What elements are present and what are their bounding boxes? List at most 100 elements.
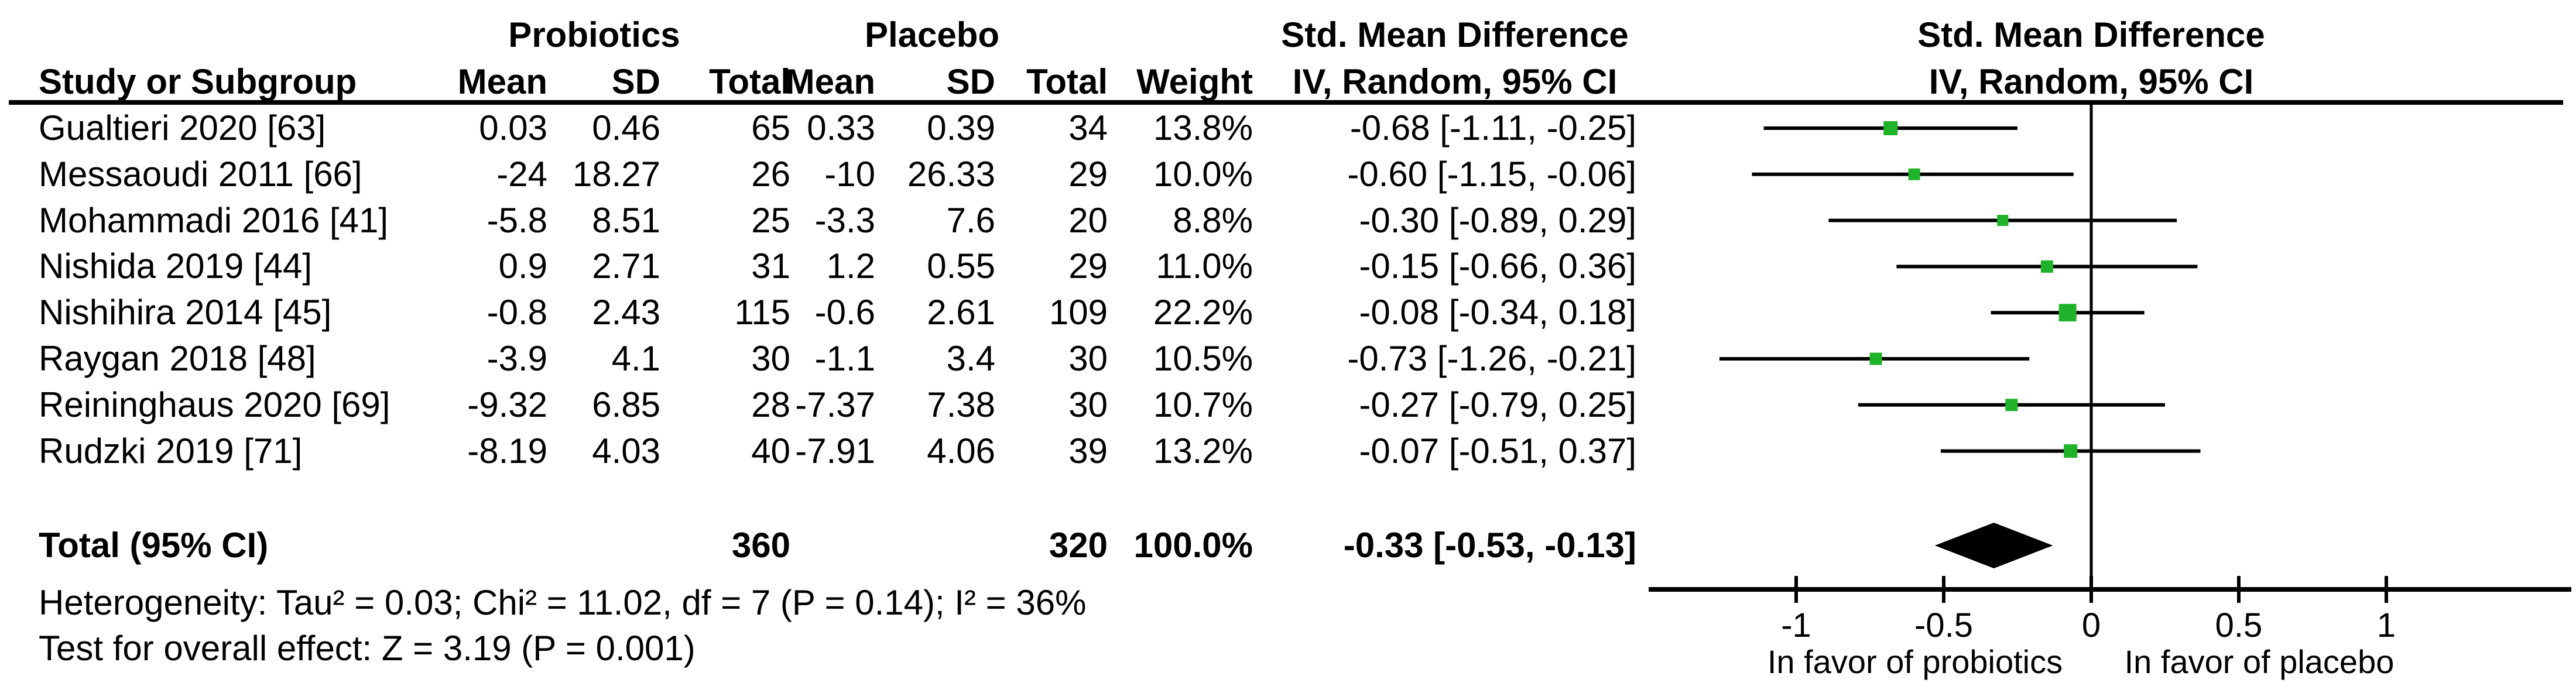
total-row: Total (95% CI) 360 320 100.0% -0.33 [-0.… [0,522,2576,569]
weight-cell: 13.8% [1153,108,1253,147]
total-n-probiotics: 360 [731,526,790,565]
ci-text-cell: -0.73 [-1.26, -0.21] [1347,339,1636,378]
study-row: Messaoudi 2011 [66] -24 18.27 26 -10 26.… [0,151,2576,198]
placebo-sd-cell: 7.6 [946,201,995,240]
study-marker [2058,304,2077,322]
probiotics-mean-cell: -3.9 [487,339,547,378]
summary-diamond [1934,523,2053,568]
placebo-group-header: Placebo [864,15,1000,54]
probiotics-total-cell: 28 [751,385,790,424]
ci-column-header: IV, Random, 95% CI [1292,62,1618,101]
total-label: Total (95% CI) [39,526,269,565]
study-row: Raygan 2018 [48] -3.9 4.1 30 -1.1 3.4 30… [0,335,2576,382]
probiotics-sd-cell: 4.03 [592,431,660,471]
weight-cell: 22.2% [1153,293,1253,332]
study-marker [2064,444,2078,458]
study-marker [1883,121,1898,135]
placebo-mean-cell: 0.33 [807,108,875,147]
study-label: Gualtieri 2020 [63] [39,108,326,147]
study-label: Reininghaus 2020 [69] [39,385,390,424]
placebo-total-cell: 20 [1068,201,1108,240]
placebo-mean-cell: -10 [824,155,875,194]
study-marker [2040,260,2053,273]
study-label: Nishida 2019 [44] [39,246,312,286]
placebo-mean-cell: 1.2 [826,246,875,286]
favor-left-label: In favor of probiotics [1767,643,2063,680]
column-header-row: Study or Subgroup Mean SD Total Mean SD … [0,59,2576,105]
weight-cell: 10.5% [1153,339,1253,378]
probiotics-total-cell: 25 [751,201,790,240]
placebo-total-cell: 30 [1068,385,1108,424]
study-marker [1908,168,1920,180]
study-row: Rudzki 2019 [71] -8.19 4.03 40 -7.91 4.0… [0,428,2576,475]
overall-effect-text: Test for overall effect: Z = 3.19 (P = 0… [39,629,696,668]
placebo-sd-cell: 0.55 [927,246,995,286]
placebo-mean-cell: -1.1 [814,339,875,378]
header-rule [9,100,2563,105]
tick-label: -1 [1781,606,1811,644]
tick-label: -0.5 [1914,606,1973,644]
total-ci-text: -0.33 [-0.53, -0.13] [1343,526,1636,565]
probiotics-mean-cell: -24 [496,155,547,194]
probiotics-total-cell: 26 [751,155,790,194]
overall-effect-row: Test for overall effect: Z = 3.19 (P = 0… [0,625,2576,672]
placebo-mean-cell: -7.91 [795,431,875,471]
probiotics-total-cell: 30 [751,339,790,378]
favor-right-label: In favor of placebo [2125,643,2395,680]
study-label: Nishihira 2014 [45] [39,293,332,332]
study-label: Mohammadi 2016 [41] [39,201,389,240]
placebo-total-cell: 29 [1068,155,1108,194]
probiotics-mean-cell: -8.19 [467,431,547,471]
placebo-mean-cell: -7.37 [795,385,875,424]
placebo-sd-cell: 2.61 [927,293,995,332]
probiotics-mean-header: Mean [457,62,547,101]
weight-cell: 10.7% [1153,385,1253,424]
study-row: Nishihira 2014 [45] -0.8 2.43 115 -0.6 2… [0,289,2576,336]
placebo-total-cell: 109 [1049,293,1108,332]
study-label: Messaoudi 2011 [66] [39,155,362,194]
placebo-total-cell: 29 [1068,246,1108,286]
placebo-sd-cell: 26.33 [907,155,995,194]
probiotics-sd-cell: 2.71 [592,246,660,286]
probiotics-mean-cell: 0.03 [479,108,547,147]
probiotics-sd-cell: 8.51 [592,201,660,240]
probiotics-sd-cell: 2.43 [592,293,660,332]
placebo-sd-cell: 3.4 [946,339,995,378]
probiotics-sd-header: SD [611,62,660,101]
ci-text-cell: -0.27 [-0.79, 0.25] [1359,385,1636,424]
weight-cell: 10.0% [1153,155,1253,194]
tick-label: 0.5 [2215,606,2263,644]
weight-column-header: Weight [1136,62,1253,101]
heterogeneity-text: Heterogeneity: Tau² = 0.03; Chi² = 11.02… [39,583,1087,622]
placebo-total-cell: 39 [1068,431,1108,471]
ci-text-cell: -0.07 [-0.51, 0.37] [1359,431,1636,471]
ci-text-cell: -0.68 [-1.11, -0.25] [1349,108,1636,147]
study-marker [2005,399,2018,411]
ci-text-cell: -0.15 [-0.66, 0.36] [1359,246,1636,286]
study-label: Raygan 2018 [48] [39,339,316,378]
placebo-total-cell: 30 [1068,339,1108,378]
study-row: Gualtieri 2020 [63] 0.03 0.46 65 0.33 0.… [0,105,2576,152]
study-row: Reininghaus 2020 [69] -9.32 6.85 28 -7.3… [0,382,2576,428]
placebo-sd-cell: 4.06 [927,431,995,471]
probiotics-total-cell: 31 [751,246,790,286]
weight-cell: 8.8% [1173,201,1253,240]
placebo-total-header: Total [1026,62,1108,101]
placebo-mean-header: Mean [785,62,875,101]
weight-cell: 11.0% [1156,246,1253,286]
study-column-header: Study or Subgroup [39,62,357,101]
probiotics-total-cell: 115 [734,293,790,332]
study-marker [1997,215,2009,227]
ci-text-cell: -0.08 [-0.34, 0.18] [1359,293,1636,332]
probiotics-total-header: Total [709,62,790,101]
ci-text-cell: -0.30 [-0.89, 0.29] [1359,201,1636,240]
placebo-mean-cell: -3.3 [814,201,875,240]
placebo-total-cell: 34 [1068,108,1108,147]
weight-cell: 13.2% [1153,431,1253,471]
placebo-mean-cell: -0.6 [814,293,875,332]
total-n-placebo: 320 [1049,526,1108,565]
smd-table-header: Std. Mean Difference [1281,15,1629,54]
probiotics-sd-cell: 18.27 [572,155,660,194]
